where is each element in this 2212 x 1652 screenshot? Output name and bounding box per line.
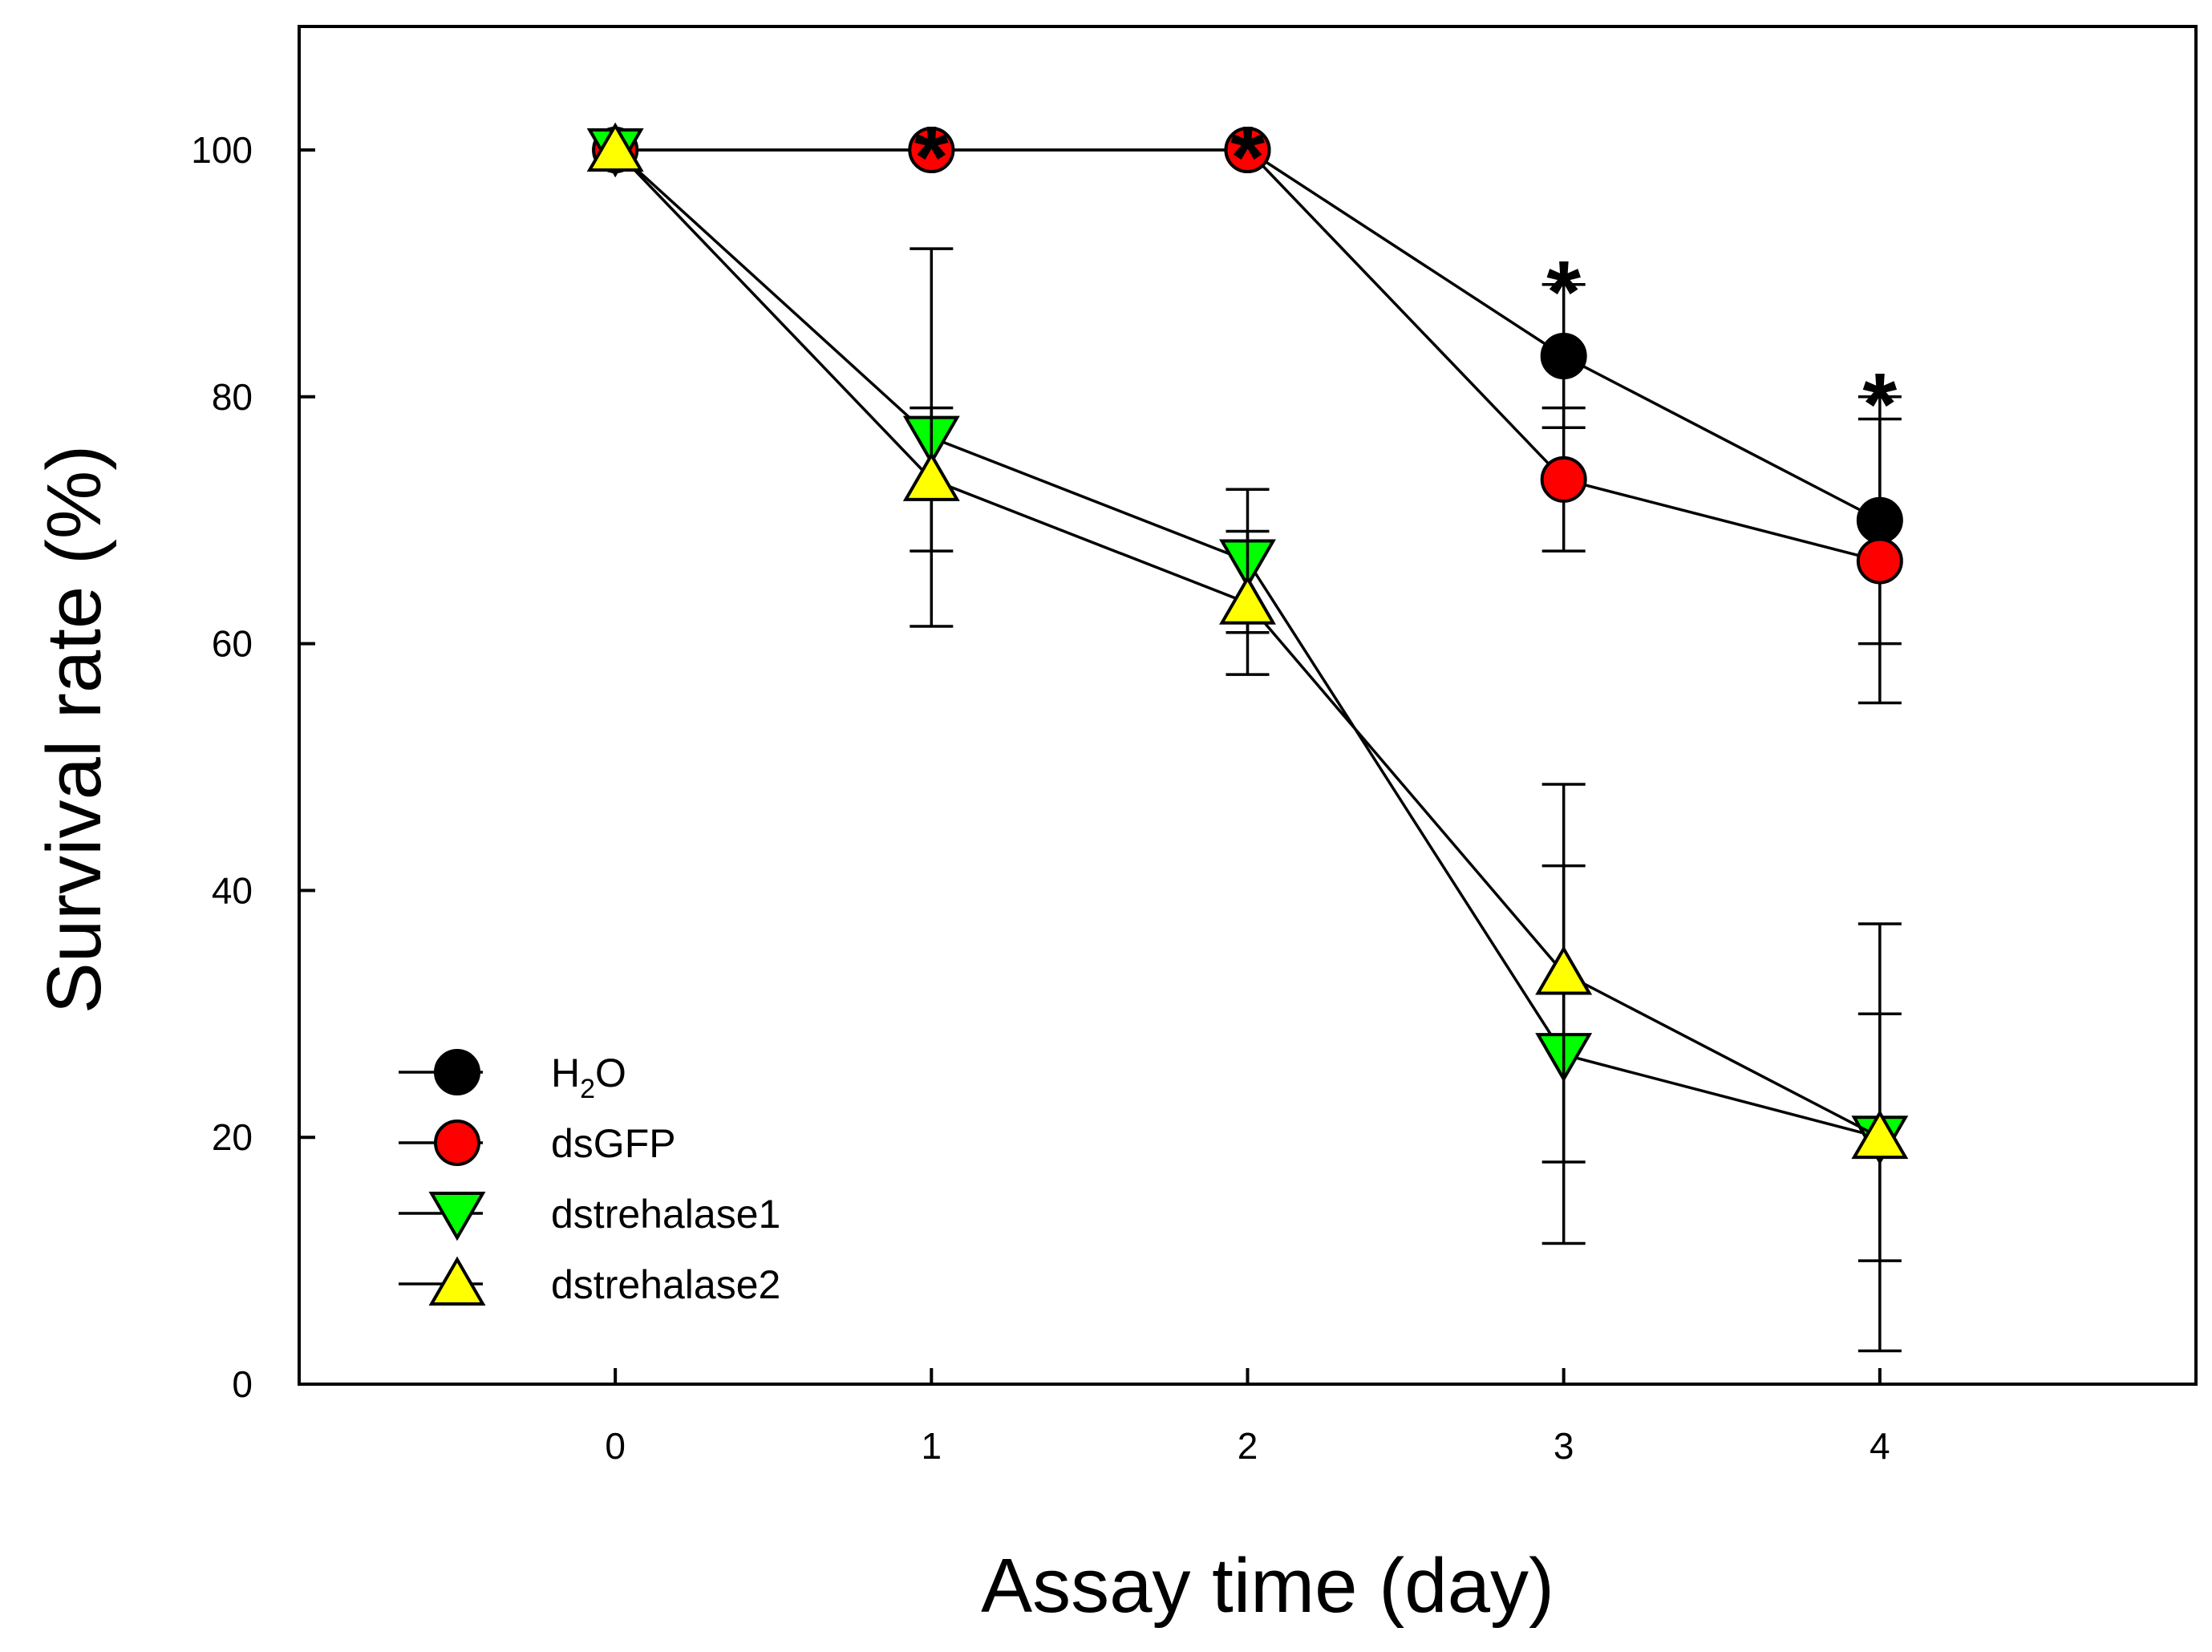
legend-label: dsGFP [551,1121,676,1166]
data-point [586,122,644,172]
y-tick-label: 0 [232,1363,253,1405]
legend-item: dsGFP [399,1120,676,1166]
plot-frame [298,25,2198,1386]
significance-star: * [1546,243,1581,342]
significance-star: * [1230,108,1265,207]
legend-label: dstrehalase1 [551,1192,780,1237]
x-tick-label: 3 [1554,1425,1574,1467]
legend-marker [434,1120,480,1166]
data-point [1851,1109,1909,1160]
legend-marker [428,1256,486,1306]
data-point [1540,456,1587,503]
legend-item: dstrehalase2 [399,1256,780,1307]
significance-star: * [914,108,949,207]
significance-star: * [1862,355,1897,454]
series-group: * * * * [586,108,1909,1353]
data-point [908,127,955,173]
y-tick-label: 40 [212,869,253,911]
x-axis-title: Assay time (day) [981,1543,1554,1629]
data-point [1224,127,1271,173]
y-axis-title: Survival rate (%) [31,445,117,1014]
legend: H2O dsGFP dstrehalase1 dstrehalase2 [399,1049,780,1307]
legend-label: H2O [551,1051,626,1104]
legend-item: H2O [399,1049,626,1104]
x-tick-label: 0 [605,1425,626,1467]
series-dstrehalase1 [586,128,1909,1353]
x-tick-label: 1 [922,1425,942,1467]
series-dstrehalase2 [586,122,1909,1262]
legend-marker [434,1049,480,1095]
data-point [1535,945,1593,995]
y-tick-label: 80 [212,376,253,418]
y-tick-label: 60 [212,623,253,665]
legend-item: dstrehalase1 [399,1192,780,1241]
data-point [1219,575,1276,625]
y-tick-label: 20 [212,1116,253,1158]
x-tick-label: 2 [1238,1425,1258,1467]
legend-label: dstrehalase2 [551,1262,780,1307]
legend-marker [428,1192,486,1241]
y-tick-label: 100 [191,129,253,171]
axes: 0 20 40 60 80 100 0 1 2 3 4 [191,25,2198,1467]
x-tick-label: 4 [1870,1425,1890,1467]
data-point [1540,333,1587,380]
data-point [902,451,960,501]
data-point [1856,537,1903,585]
